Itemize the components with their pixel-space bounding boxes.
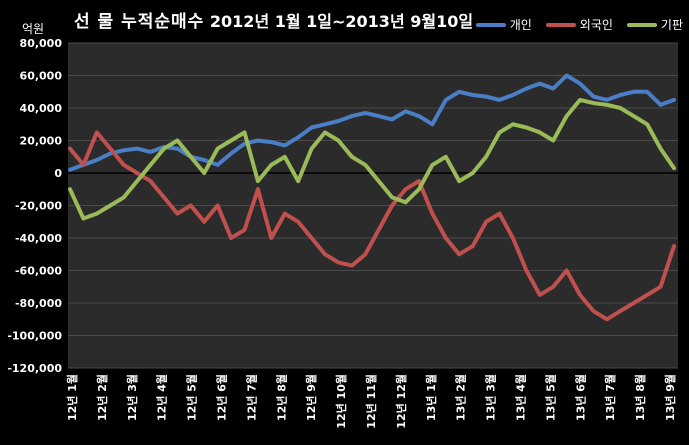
y-tick-label: 40,000 <box>20 102 63 115</box>
x-tick-label: 12년 12월 <box>394 374 408 429</box>
title-prefix: 선 물 누적순매수 <box>74 12 205 32</box>
series-line-외국인 <box>68 130 676 322</box>
x-tick-label: 12년 1월 <box>65 374 79 421</box>
legend: 개인 외국인 기판 <box>475 16 683 33</box>
chart-title: 선 물 누적순매수 2012년 1월 1일~2013년 9월10일 <box>74 7 473 32</box>
x-tick-label: 12년 2월 <box>95 374 109 421</box>
x-tick-label: 13년 8월 <box>633 374 647 421</box>
x-tick-label: 13년 7월 <box>603 374 617 421</box>
x-tick-label: 13년 2월 <box>454 374 468 421</box>
x-tick-label: 13년 9월 <box>663 374 677 421</box>
x-tick-label: 12년 7월 <box>244 374 258 421</box>
title-range: 2012년 1월 1일~2013년 9월10일 <box>209 12 474 31</box>
legend-label: 기판 <box>660 18 683 32</box>
legend-swatch <box>545 22 576 27</box>
x-tick-label: 12년 4월 <box>155 374 169 421</box>
legend-item: 개인 <box>475 16 532 33</box>
y-tick-label: 60,000 <box>20 70 63 83</box>
x-tick-label: 13년 5월 <box>543 374 557 421</box>
legend-swatch <box>626 22 657 27</box>
x-tick-label: 13년 3월 <box>484 374 498 421</box>
y-tick-label: -80,000 <box>15 297 62 310</box>
y-tick-label: 20,000 <box>20 135 63 148</box>
x-tick-label: 12년 6월 <box>215 374 229 421</box>
y-tick-label: -100,000 <box>7 330 62 343</box>
x-tick-label: 12년 11월 <box>364 374 378 429</box>
y-tick-label: 0 <box>54 167 62 180</box>
y-tick-label: -40,000 <box>15 232 62 245</box>
x-tick-label: 12년 3월 <box>125 374 139 421</box>
y-unit-label: 억원 <box>22 22 45 36</box>
y-tick-label: -20,000 <box>15 200 62 213</box>
legend-item: 기판 <box>626 16 683 33</box>
x-tick-label: 13년 6월 <box>573 374 587 421</box>
y-tick-label: -60,000 <box>15 265 62 278</box>
y-tick-label: -120,000 <box>7 362 62 375</box>
series-line-개인 <box>68 73 676 172</box>
x-tick-label: 12년 9월 <box>304 374 318 421</box>
y-tick-label: 80,000 <box>20 37 63 50</box>
x-tick-label: 12년 10월 <box>334 374 348 429</box>
series-line-기판 <box>68 97 676 221</box>
legend-label: 개인 <box>509 18 532 32</box>
x-tick-label: 13년 1월 <box>424 374 438 421</box>
x-tick-label: 12년 8월 <box>274 374 288 421</box>
legend-label: 외국인 <box>579 18 613 32</box>
legend-swatch <box>475 22 506 27</box>
legend-item: 외국인 <box>545 16 613 33</box>
x-tick-label: 13년 4월 <box>514 374 528 421</box>
x-tick-label: 12년 5월 <box>185 374 199 421</box>
